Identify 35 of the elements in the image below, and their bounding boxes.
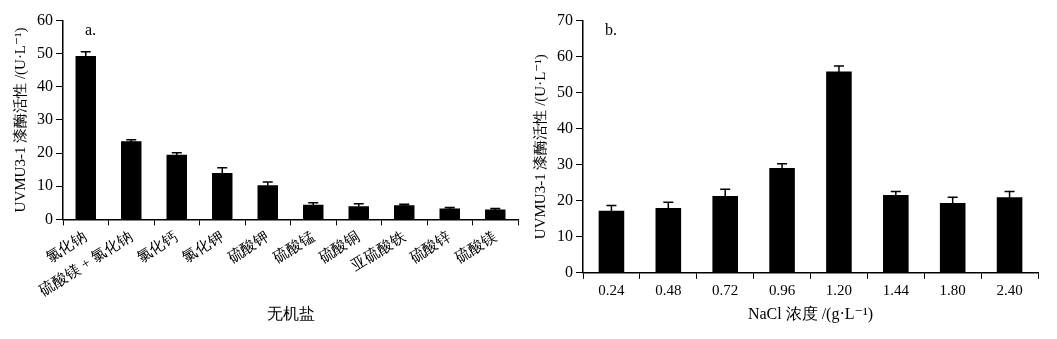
x-axis-title: NaCl 浓度 /(g·L⁻¹) bbox=[747, 304, 874, 323]
y-tick-label: 0 bbox=[45, 209, 53, 227]
x-tick-label: 氯化钾 bbox=[179, 228, 226, 266]
x-tick-label: 硫酸镁 bbox=[452, 228, 499, 266]
y-tick-label: 40 bbox=[37, 77, 53, 95]
y-tick-label: 0 bbox=[565, 263, 573, 280]
y-tick-label: 10 bbox=[37, 176, 53, 194]
x-tick-label: 0.48 bbox=[655, 281, 682, 298]
x-tick-label: 氯化钙 bbox=[133, 228, 181, 266]
y-tick-label: 40 bbox=[557, 118, 573, 136]
y-tick-label: 20 bbox=[37, 143, 53, 161]
x-tick-label: 0.24 bbox=[598, 281, 626, 298]
y-tick-label: 20 bbox=[557, 190, 573, 208]
x-tick-label: 1.44 bbox=[882, 281, 910, 298]
y-tick-label: 70 bbox=[557, 10, 573, 28]
y-tick-label: 30 bbox=[37, 110, 53, 128]
y-axis-title: UVMU3-1 漆酶活性 /(U·L⁻¹) bbox=[11, 27, 29, 213]
y-tick-label: 50 bbox=[557, 82, 573, 100]
x-tick-label: 1.80 bbox=[939, 281, 966, 298]
x-axis-title: 无机盐 bbox=[266, 304, 315, 322]
x-tick-label: 2.40 bbox=[996, 281, 1023, 298]
x-tick-label: 0.96 bbox=[768, 281, 796, 298]
x-tick-label: 硫酸锰 bbox=[270, 228, 317, 266]
y-tick-label: 30 bbox=[557, 154, 573, 172]
x-tick-label: 硫酸锌 bbox=[406, 228, 454, 266]
annotation: a. bbox=[85, 20, 97, 38]
y-tick-label: 50 bbox=[37, 43, 53, 61]
y-tick-label: 60 bbox=[557, 46, 573, 64]
y-tick-label: 10 bbox=[557, 226, 573, 244]
x-tick-label: 0.72 bbox=[712, 281, 739, 298]
y-tick-label: 60 bbox=[37, 10, 53, 28]
x-tick-label: 1.20 bbox=[825, 281, 853, 298]
x-tick-label: 硫酸钾 bbox=[224, 228, 272, 266]
annotation: b. bbox=[605, 20, 617, 38]
y-axis-title: UVMU3-1 漆酶活性 /(U·L⁻¹) bbox=[531, 54, 549, 240]
